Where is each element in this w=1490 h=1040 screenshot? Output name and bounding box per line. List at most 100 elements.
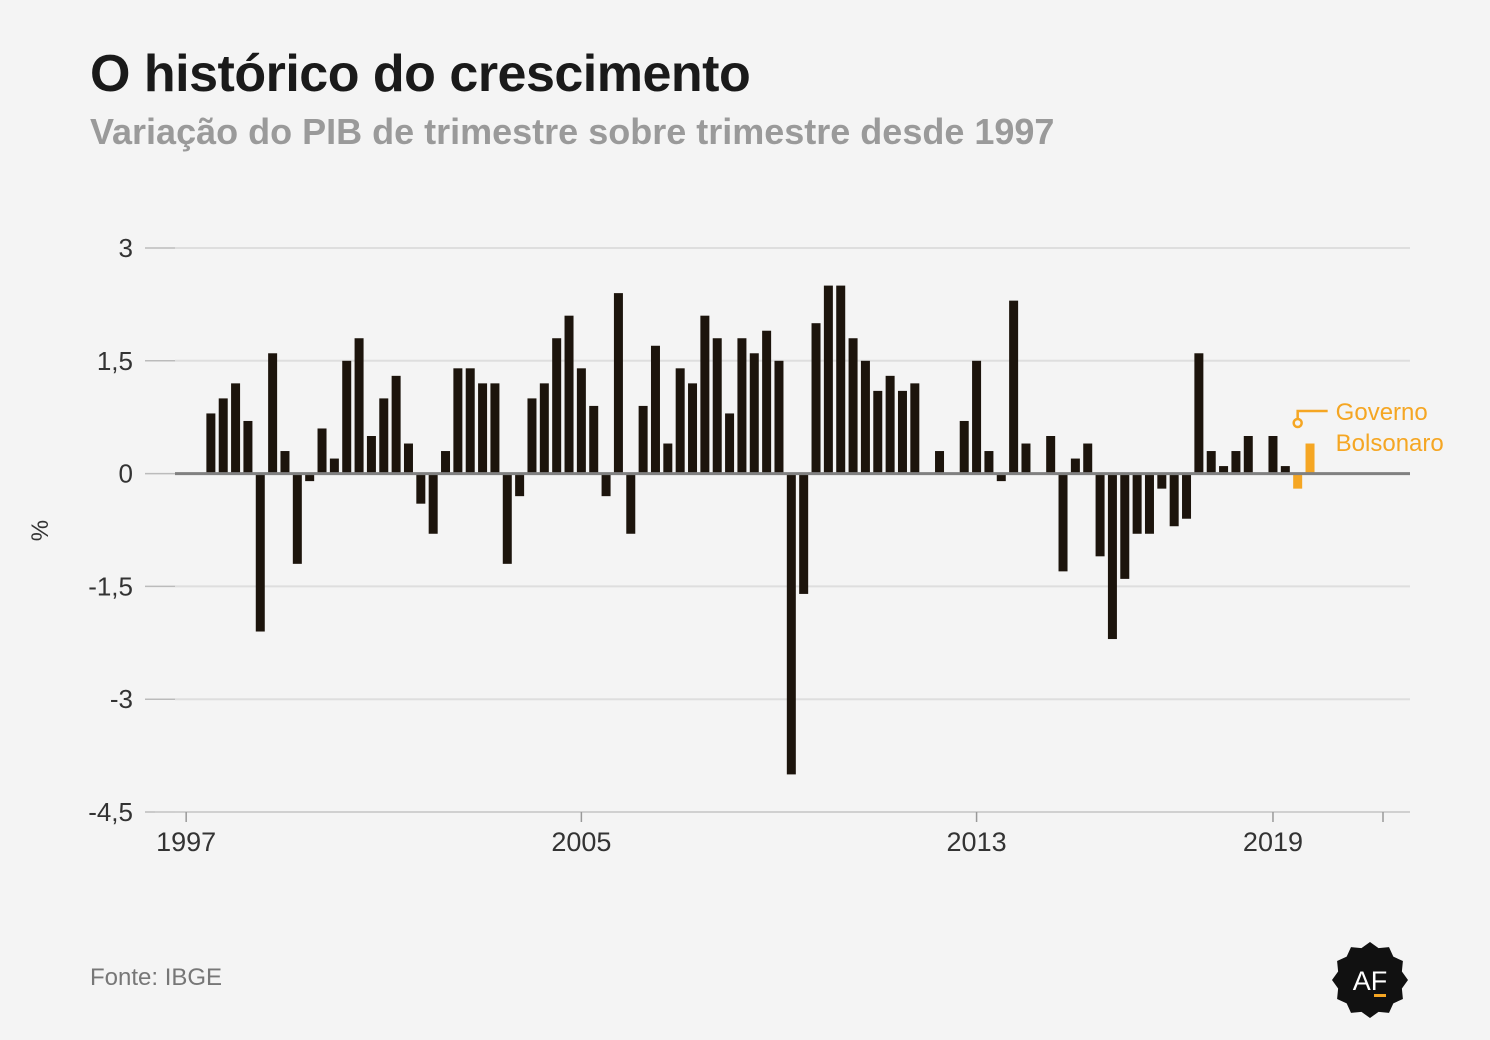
bar [1169,473,1179,527]
bar [1280,466,1290,474]
bar [255,473,265,632]
bar [292,473,302,564]
bar [762,330,772,474]
x-tick-label: 2005 [551,827,611,857]
bar [1046,436,1056,474]
bar [416,473,426,504]
bar [280,451,290,474]
bar [613,293,623,474]
bar [379,398,389,474]
bar [972,360,982,474]
y-tick-label: 3 [119,233,133,263]
bar [799,473,809,594]
grid-lines [145,247,1410,813]
bar [675,368,685,474]
bar [725,413,735,474]
y-tick-label: 1,5 [97,346,133,376]
bar [539,383,549,474]
bar [1194,353,1204,474]
bar-highlight [1305,443,1315,474]
chart-subtitle: Variação do PIB de trimestre sobre trime… [90,111,1055,152]
bar [453,368,463,474]
y-tick-label: -3 [110,684,133,714]
y-tick-label: 0 [119,459,133,489]
annotation-dot [1292,417,1303,429]
bar [1095,473,1105,557]
bar [688,383,698,474]
bar [1009,300,1019,474]
bar [1070,458,1080,474]
bar [712,338,722,474]
bar [774,360,784,474]
bar [342,360,352,474]
bar [959,420,969,474]
af-logo: AF [1332,942,1408,1018]
bar [305,473,315,482]
bar [749,353,759,474]
bar [897,390,907,474]
bar [231,383,241,474]
bar [935,451,945,474]
bar [737,338,747,474]
bar [441,451,451,474]
bar [848,338,858,474]
bar [552,338,562,474]
bar [638,405,648,474]
bar [218,398,228,474]
x-tick-label: 1997 [156,827,216,857]
chart-title: O histórico do crescimento [90,45,751,103]
bar [811,323,821,474]
bar [700,315,710,474]
bar [1182,473,1192,519]
bar [1206,451,1216,474]
source-note: Fonte: IBGE [90,964,223,991]
bar [873,390,883,474]
bar [589,405,599,474]
bar [490,383,500,474]
bar [354,338,364,474]
y-tick-label: -4,5 [88,797,133,827]
bar-highlight [1293,473,1303,489]
axes: 3 1,5 0 -1,5 -3 -4,5% 1997 2005 2013 2019 [27,233,1410,857]
bar [1021,443,1031,474]
bar [403,443,413,474]
bar [1120,473,1130,579]
bar [502,473,512,564]
bar [984,451,994,474]
bar [860,360,870,474]
x-tick-label: 2019 [1243,827,1303,857]
bar [268,353,278,474]
bar [478,383,488,474]
bar [1058,473,1068,572]
bar [626,473,636,534]
bar [576,368,586,474]
bar [1243,436,1253,474]
y-axis-label: % [27,520,54,541]
bar [1083,443,1093,474]
bar [317,428,327,474]
bar [366,436,376,474]
bar [243,420,253,474]
annotation-text: Bolsonaro [1336,430,1444,457]
logo-accent [1374,994,1386,997]
bar [836,285,846,474]
bar [206,413,216,474]
bar [996,473,1006,482]
x-tick-label: 2013 [947,827,1007,857]
bar [1231,451,1241,474]
bar [564,315,574,474]
bars-group [206,285,1315,775]
bar [885,375,895,474]
bar [1144,473,1154,534]
annotation-group: Governo Bolsonaro [1292,399,1444,457]
logo-text: AF [1353,966,1388,996]
bar [1219,466,1229,474]
bar [329,458,339,474]
bar [391,375,401,474]
bar [1157,473,1167,489]
annotation-text: Governo [1336,399,1428,426]
y-tick-label: -1,5 [88,571,133,601]
bar [515,473,525,497]
logo-badge-shape [1332,942,1408,1018]
bar [428,473,438,534]
